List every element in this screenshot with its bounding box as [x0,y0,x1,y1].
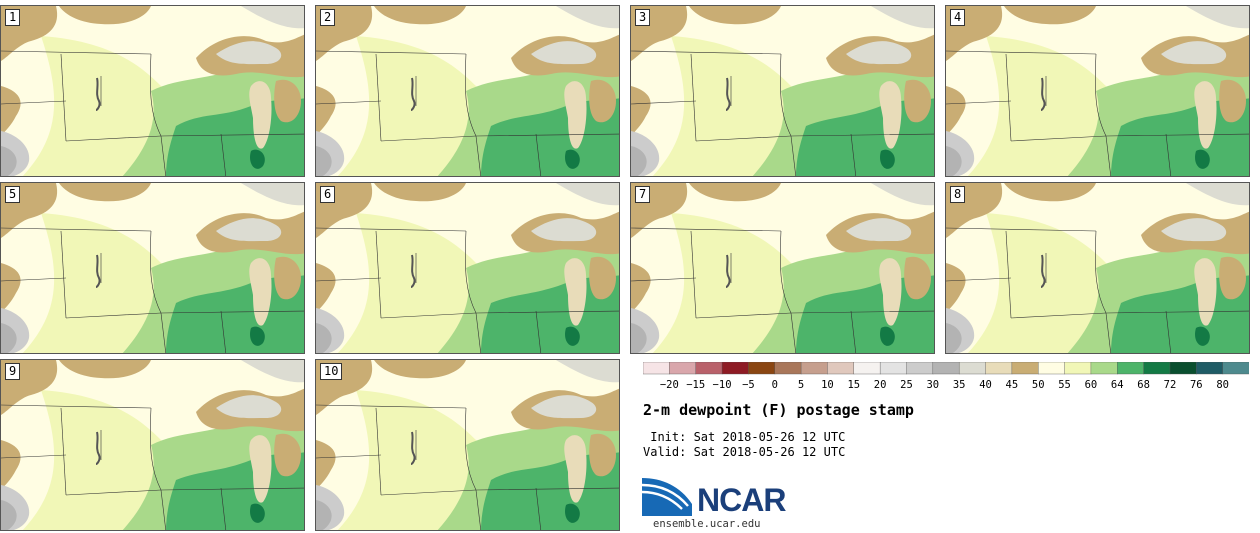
member-panel: 4 [945,5,1250,177]
member-panel: 5 [0,182,305,354]
colorbar-tick-label: 68 [1137,379,1150,391]
colorbar-bin [827,362,855,375]
member-number-label: 10 [320,363,343,380]
colorbar-bin [1222,362,1249,375]
member-number-label: 9 [5,363,21,380]
colorbar-tick-label: −10 [712,379,732,391]
member-panel: 7 [630,182,935,354]
valid-time: Valid: Sat 2018-05-26 12 UTC [643,445,846,459]
colorbar-bin [643,362,670,375]
colorbar-tick-label: 0 [771,379,778,391]
colorbar-bin [695,362,723,375]
colorbar-tick-label: 40 [979,379,992,391]
member-number-label: 3 [635,9,651,26]
colorbar-tick-label: 10 [821,379,834,391]
member-panel: 2 [315,5,620,177]
colorbar-bin [906,362,934,375]
ncar-logo-icon [642,478,692,516]
member-panel: 8 [945,182,1250,354]
member-panel: 9 [0,359,305,531]
colorbar-tick-label: 76 [1189,379,1203,391]
colorbar-tick-label: 15 [847,379,861,391]
colorbar-bin [774,362,802,375]
logo-text: NCAR [697,482,786,518]
colorbar-bin [748,362,776,375]
member-number-label: 4 [950,9,966,26]
colorbar-tick-label: 55 [1058,379,1071,391]
colorbar-tick-label: 64 [1110,379,1124,391]
member-number-label: 5 [5,186,21,203]
member-panel: 6 [315,182,620,354]
colorbar-tick-label: 80 [1216,379,1229,391]
member-panel: 3 [630,5,935,177]
colorbar-tick-label: 30 [926,379,940,391]
colorbar-tick-label: −5 [742,379,755,391]
colorbar-bin [985,362,1013,375]
colorbar-tick-label: 60 [1084,379,1098,391]
colorbar-bin [800,362,828,375]
member-number-label: 1 [5,9,21,26]
colorbar-tick-label: 5 [797,379,805,391]
colorbar-bin [1064,362,1092,375]
colorbar-bin [721,362,749,375]
plot-title: 2-m dewpoint (F) postage stamp [643,401,914,419]
member-number-label: 6 [320,186,336,203]
colorbar-bin [853,362,881,375]
colorbar-tick-label: −20 [659,379,679,391]
colorbar-tick-label: 45 [1005,379,1019,391]
colorbar-bin [669,362,697,375]
colorbar [643,362,1249,375]
colorbar-bin [1011,362,1039,375]
colorbar-tick-label: 50 [1031,379,1045,391]
colorbar-bin [1117,362,1145,375]
colorbar-bin [932,362,960,375]
colorbar-bin [879,362,907,375]
member-panel: 10 [315,359,620,531]
colorbar-tick-label: 35 [952,379,966,391]
colorbar-bin [958,362,987,375]
colorbar-bin [1038,362,1066,375]
init-time: Init: Sat 2018-05-26 12 UTC [643,430,846,444]
colorbar-tick-label: −15 [686,379,706,391]
colorbar-tick-label: 20 [873,379,887,391]
member-number-label: 8 [950,186,966,203]
member-number-label: 2 [320,9,336,26]
site-url: ensemble.ucar.edu [653,518,761,530]
colorbar-tick-label: 25 [900,379,913,391]
member-panel: 1 [0,5,305,177]
colorbar-tick-label: 72 [1163,379,1177,391]
colorbar-bin [1090,362,1118,375]
colorbar-bin [1169,362,1197,375]
member-number-label: 7 [635,186,651,203]
colorbar-bin [1143,362,1171,375]
colorbar-bin [1196,362,1224,375]
